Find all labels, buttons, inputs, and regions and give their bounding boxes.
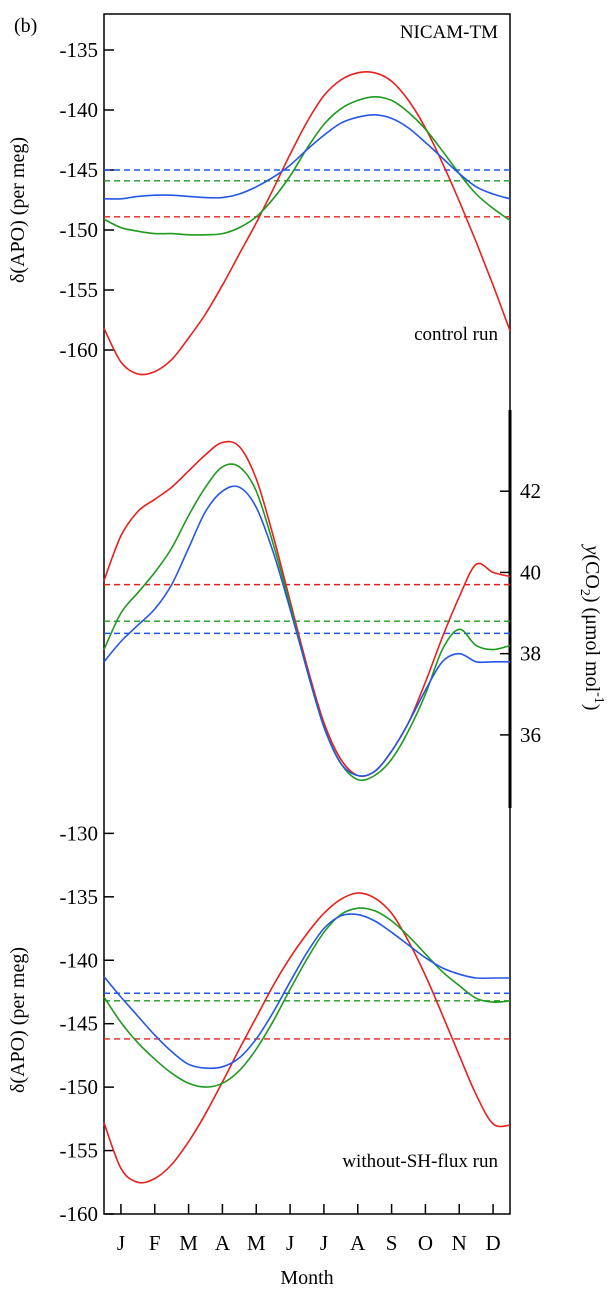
series-line-blue — [103, 485, 510, 777]
y-tick-label: -130 — [60, 821, 99, 845]
y-tick-label: -155 — [60, 1139, 99, 1163]
x-tick-label: F — [149, 1231, 161, 1255]
y-tick-label: -150 — [60, 1075, 99, 1099]
x-tick-label: A — [350, 1231, 366, 1255]
series-line-blue — [103, 113, 511, 200]
x-tick-label: D — [485, 1231, 500, 1255]
x-tick-label: J — [320, 1231, 328, 1255]
y-tick-label: -150 — [60, 218, 99, 242]
series-line-red — [103, 892, 511, 1184]
top-ylabel: δ(APO) (per meg) — [7, 137, 29, 283]
x-tick-label: M — [247, 1231, 266, 1255]
y-tick-label: -160 — [60, 1202, 99, 1226]
y-tick-label: -160 — [60, 338, 99, 362]
y-tick-label: -140 — [60, 948, 99, 972]
x-tick-label: S — [386, 1231, 398, 1255]
model-label: NICAM-TM — [400, 22, 498, 43]
x-tick-label: J — [286, 1231, 294, 1255]
series-line-green — [103, 907, 511, 1088]
panel-label: (b) — [14, 15, 37, 37]
y-tick-label: 36 — [520, 723, 541, 747]
x-tick-label: O — [418, 1231, 433, 1255]
x-tick-label: A — [215, 1231, 231, 1255]
y-tick-label: -135 — [60, 885, 99, 909]
x-tick-label: J — [117, 1231, 125, 1255]
top-panel-annotation: control run — [414, 324, 498, 345]
bottom-ylabel: δ(APO) (per meg) — [7, 947, 29, 1093]
y-tick-label: 40 — [520, 560, 541, 584]
series-line-blue — [103, 913, 510, 1070]
series-line-green — [103, 95, 511, 236]
plot-frame — [103, 13, 511, 1215]
y-tick-label: -155 — [60, 278, 99, 302]
series-line-red — [103, 71, 511, 376]
x-axis-label: Month — [280, 1267, 333, 1289]
x-tick-label: N — [452, 1231, 467, 1255]
series-line-red — [103, 440, 511, 778]
y-tick-label: -145 — [60, 158, 99, 182]
y-tick-label: -145 — [60, 1012, 99, 1036]
bottom-panel-annotation: without-SH-flux run — [342, 1151, 498, 1172]
x-tick-label: M — [179, 1231, 198, 1255]
y-tick-label: -140 — [60, 98, 99, 122]
y-tick-label: -135 — [60, 38, 99, 62]
y-tick-label: 42 — [520, 479, 541, 503]
middle-ylabel: y(CO2) (μmol mol-1) — [577, 544, 606, 711]
y-tick-label: 38 — [520, 642, 541, 666]
chart-marks: -160 -155 -150 -145 -140 -135 36 38 40 42 -160 -155… — [60, 38, 542, 1255]
